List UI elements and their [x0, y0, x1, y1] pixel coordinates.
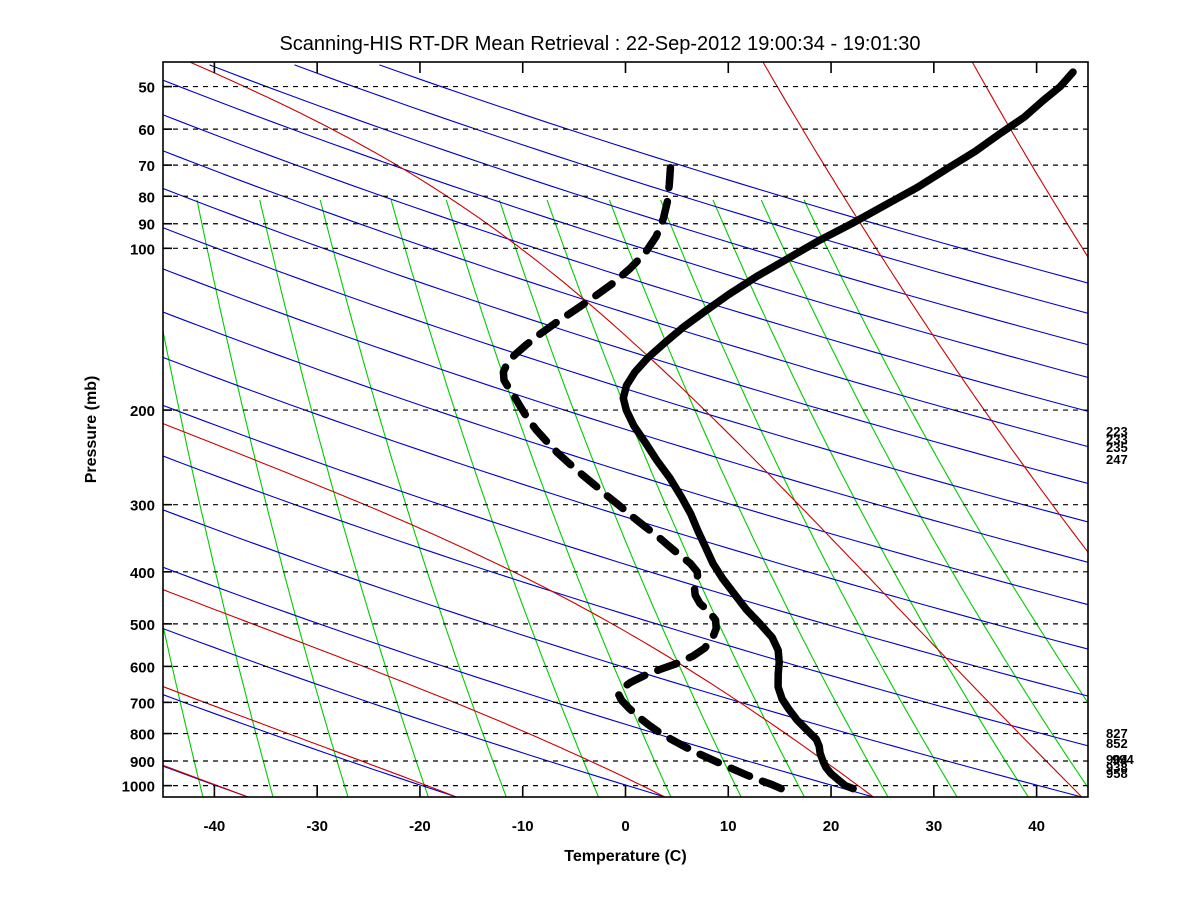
dry-adiabat-line-10: [163, 268, 1088, 563]
y-tick-label-500: 500: [130, 617, 155, 634]
dry-adiabat-line-17: [294, 64, 1088, 314]
moist-adiabat-line-4: [163, 422, 874, 797]
x-tick-label-0: 0: [621, 818, 629, 835]
mixing-ratio-line-6: [445, 199, 672, 797]
y-tick-label-900: 900: [130, 754, 155, 771]
mixing-ratio-line-3: [259, 199, 429, 797]
y-tick-label-200: 200: [130, 403, 155, 420]
side-label-938: 938: [1106, 760, 1128, 775]
y-tick-label-300: 300: [130, 498, 155, 515]
moist-adiabat-line-7: [971, 62, 1088, 259]
side-label-852: 852: [1106, 736, 1128, 751]
moist-adiabat-line-3: [163, 589, 666, 797]
dry-adiabat-line-4: [163, 566, 874, 797]
mixing-ratio-line-12: [760, 199, 1088, 789]
profile-curves: [499, 68, 1077, 793]
side-label-235: 235: [1106, 440, 1128, 455]
mixing-ratio-line-0: [163, 623, 204, 797]
side-label-958: 958: [1106, 766, 1128, 781]
y-tick-label-800: 800: [130, 727, 155, 744]
dry-adiabat-line-18: [379, 64, 1088, 284]
dry-adiabat-line-9: [163, 311, 1088, 606]
dry-adiabat-line-12: [163, 187, 1088, 485]
y-tick-label-80: 80: [138, 189, 155, 206]
y-tick-label-1000: 1000: [122, 779, 155, 796]
x-tick-label--20: -20: [409, 818, 431, 835]
dry-adiabat-line-14: [163, 114, 1088, 412]
dry-adiabat-lines: [163, 64, 1088, 797]
x-axis: -40 -30 -20 -10 0 10 20 30 40 Temperature (C): [204, 62, 1045, 865]
x-axis-label: Temperature (C): [564, 848, 686, 865]
x-tick-label--40: -40: [204, 818, 226, 835]
x-tick-label-10: 10: [720, 818, 737, 835]
y-tick-label-700: 700: [130, 695, 155, 712]
side-label-233: 233: [1106, 432, 1128, 447]
y-tick-label-60: 60: [138, 122, 155, 139]
side-label-223: 223: [1106, 424, 1128, 439]
y-tick-label-50: 50: [138, 80, 155, 97]
mixing-ratio-line-1: [163, 328, 274, 797]
moist-adiabat-lines: [163, 62, 1088, 797]
side-label-994: 994: [1112, 752, 1134, 767]
mixing-ratio-line-5: [390, 199, 600, 797]
page-title: Scanning-HIS RT-DR Mean Retrieval : 22-S…: [279, 33, 920, 55]
x-tick-label-40: 40: [1028, 818, 1045, 835]
mixing-ratio-line-9: [608, 199, 889, 797]
mixing-ratio-line-13: [803, 199, 1088, 704]
moist-adiabat-line-5: [188, 62, 1083, 797]
y-axis: 50 60 70 80 90 100 200 300 400 500 600 700 800 900 100…: [83, 80, 172, 796]
mixing-ratio-line-2: [196, 199, 349, 797]
mixing-ratio-lines: [163, 199, 1088, 797]
y-tick-label-600: 600: [130, 659, 155, 676]
dry-adiabat-line-15: [163, 79, 1088, 378]
dry-adiabat-line-13: [163, 150, 1088, 448]
x-tick-label--30: -30: [306, 818, 328, 835]
dry-adiabat-line-7: [163, 404, 1088, 697]
y-tick-label-100: 100: [130, 241, 155, 258]
dry-adiabat-line-11: [163, 227, 1088, 523]
y-tick-label-70: 70: [138, 158, 155, 175]
x-tick-label-20: 20: [823, 818, 840, 835]
dewpoint-profile-curve: [499, 161, 785, 793]
dry-adiabat-line-6: [163, 455, 1088, 747]
dry-adiabat-line-3: [163, 627, 666, 797]
y-tick-label-400: 400: [130, 565, 155, 582]
mixing-ratio-line-10: [660, 199, 958, 797]
dry-adiabat-line-8: [163, 356, 1088, 650]
dry-adiabat-line-16: [209, 64, 1088, 346]
side-label-904: 904: [1106, 752, 1128, 767]
x-tick-label-30: 30: [925, 818, 942, 835]
y-axis-label: Pressure (mb): [83, 376, 100, 484]
x-tick-label--10: -10: [512, 818, 534, 835]
y-tick-label-90: 90: [138, 217, 155, 234]
mixing-ratio-line-4: [319, 199, 507, 797]
moist-adiabat-line-6: [762, 62, 1088, 554]
dry-adiabat-line-5: [163, 509, 1082, 797]
temperature-profile-curve: [619, 68, 1077, 793]
side-label-827: 827: [1106, 726, 1128, 741]
side-label-247: 247: [1106, 452, 1128, 467]
